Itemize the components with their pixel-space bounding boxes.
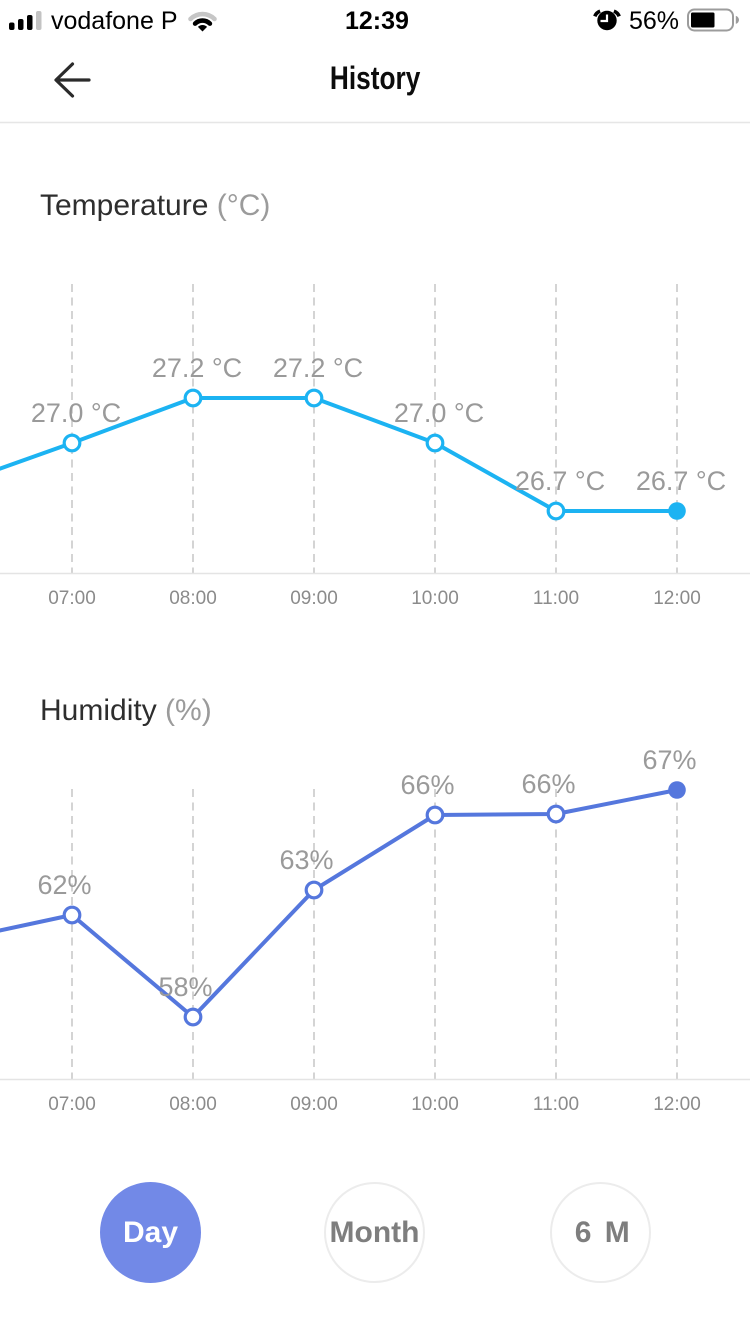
svg-text:67%: 67% [642, 745, 696, 775]
svg-text:09:00: 09:00 [290, 1094, 338, 1115]
svg-text:66%: 66% [521, 769, 575, 799]
svg-text:27.2 °C: 27.2 °C [273, 353, 363, 383]
svg-text:08:00: 08:00 [169, 588, 217, 609]
svg-text:09:00: 09:00 [290, 588, 338, 609]
svg-text:07:00: 07:00 [48, 588, 96, 609]
svg-text:12:00: 12:00 [653, 588, 701, 609]
svg-text:26.7 °C: 26.7 °C [636, 466, 726, 496]
svg-text:66%: 66% [400, 770, 454, 800]
svg-text:27.0 °C: 27.0 °C [394, 398, 484, 428]
svg-text:11:00: 11:00 [533, 1094, 579, 1115]
svg-text:26.7 °C: 26.7 °C [515, 466, 605, 496]
svg-text:58%: 58% [158, 972, 212, 1002]
svg-text:27.2 °C: 27.2 °C [152, 353, 242, 383]
svg-text:10:00: 10:00 [411, 1094, 459, 1115]
svg-text:12:00: 12:00 [653, 1094, 701, 1115]
svg-text:08:00: 08:00 [169, 1094, 217, 1115]
svg-text:11:00: 11:00 [533, 588, 579, 609]
svg-text:10:00: 10:00 [411, 588, 459, 609]
svg-text:63%: 63% [279, 845, 333, 875]
svg-text:62%: 62% [37, 870, 91, 900]
svg-text:07:00: 07:00 [48, 1094, 96, 1115]
svg-text:27.0 °C: 27.0 °C [31, 398, 121, 428]
